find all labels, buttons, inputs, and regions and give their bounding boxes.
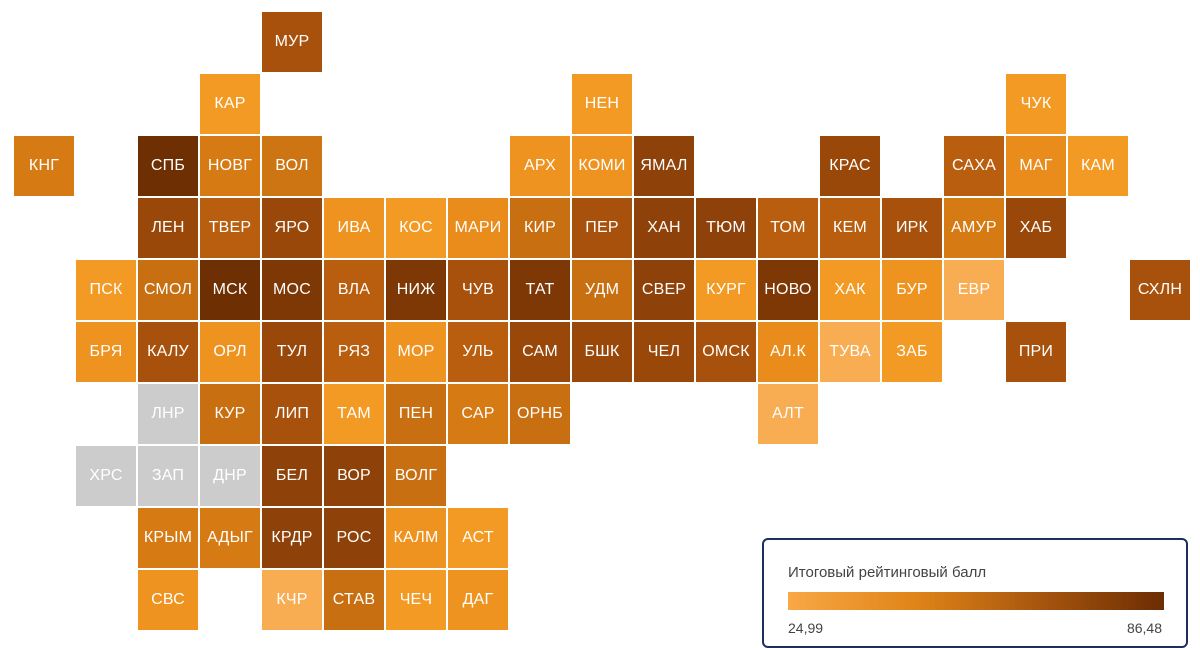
legend-max-value: 86,48: [1126, 620, 1162, 636]
region-tile-udm[interactable]: УДМ: [572, 260, 632, 320]
region-tile-amur[interactable]: АМУР: [944, 198, 1004, 258]
region-tile-kam[interactable]: КАМ: [1068, 136, 1128, 196]
region-tile-chuv[interactable]: ЧУВ: [448, 260, 508, 320]
region-tile-pri[interactable]: ПРИ: [1006, 322, 1066, 382]
region-tile-mari[interactable]: МАРИ: [448, 198, 508, 258]
region-tile-chuk[interactable]: ЧУК: [1006, 74, 1066, 134]
region-tile-smol[interactable]: СМОЛ: [138, 260, 198, 320]
region-tile-yaro[interactable]: ЯРО: [262, 198, 322, 258]
region-tile-arh[interactable]: АРХ: [510, 136, 570, 196]
region-tile-evr[interactable]: ЕВР: [944, 260, 1004, 320]
tile-grid-map: МУР КАР НЕН ЧУК КНГ СПБ НОВГ ВОЛ АРХ КОМИ ЯМАЛ КРАС…: [14, 12, 1190, 630]
region-tile-kir[interactable]: КИР: [510, 198, 570, 258]
region-tile-kar[interactable]: КАР: [200, 74, 260, 134]
region-tile-pen[interactable]: ПЕН: [386, 384, 446, 444]
region-tile-zap[interactable]: ЗАП: [138, 446, 198, 506]
region-tile-spb[interactable]: СПБ: [138, 136, 198, 196]
region-tile-chel[interactable]: ЧЕЛ: [634, 322, 694, 382]
region-tile-ros[interactable]: РОС: [324, 508, 384, 568]
region-tile-al-k[interactable]: АЛ.К: [758, 322, 818, 382]
region-tile-kras[interactable]: КРАС: [820, 136, 880, 196]
region-tile-ornb[interactable]: ОРНБ: [510, 384, 570, 444]
region-tile-ast[interactable]: АСТ: [448, 508, 508, 568]
region-tile-kem[interactable]: КЕМ: [820, 198, 880, 258]
region-tile-hak[interactable]: ХАК: [820, 260, 880, 320]
region-tile-kur[interactable]: КУР: [200, 384, 260, 444]
legend-gradient-bar: [788, 592, 1164, 610]
region-tile-tuva[interactable]: ТУВА: [820, 322, 880, 382]
region-tile-kchr[interactable]: КЧР: [262, 570, 322, 630]
region-tile-tver[interactable]: ТВЕР: [200, 198, 260, 258]
region-tile-hab[interactable]: ХАБ: [1006, 198, 1066, 258]
region-tile-tam[interactable]: ТАМ: [324, 384, 384, 444]
region-tile-mag[interactable]: МАГ: [1006, 136, 1066, 196]
region-tile-novg[interactable]: НОВГ: [200, 136, 260, 196]
region-tile-mur[interactable]: МУР: [262, 12, 322, 72]
region-tile-zab[interactable]: ЗАБ: [882, 322, 942, 382]
legend-box: Итоговый рейтинговый балл 24,99 86,48: [762, 538, 1188, 648]
region-tile-sar[interactable]: САР: [448, 384, 508, 444]
region-tile-tat[interactable]: ТАТ: [510, 260, 570, 320]
region-tile-brya[interactable]: БРЯ: [76, 322, 136, 382]
region-tile-alt[interactable]: АЛТ: [758, 384, 818, 444]
region-tile-nen[interactable]: НЕН: [572, 74, 632, 134]
legend-title: Итоговый рейтинговый балл: [788, 564, 987, 581]
region-tile-novo[interactable]: НОВО: [758, 260, 818, 320]
region-tile-svs[interactable]: СВС: [138, 570, 198, 630]
region-tile-omsk[interactable]: ОМСК: [696, 322, 756, 382]
region-tile-kalu[interactable]: КАЛУ: [138, 322, 198, 382]
region-tile-kurg[interactable]: КУРГ: [696, 260, 756, 320]
legend-min-value: 24,99: [788, 620, 824, 636]
region-tile-shln[interactable]: СХЛН: [1130, 260, 1190, 320]
region-tile-ul[interactable]: УЛЬ: [448, 322, 508, 382]
region-tile-lip[interactable]: ЛИП: [262, 384, 322, 444]
region-tile-tyum[interactable]: ТЮМ: [696, 198, 756, 258]
region-tile-volg[interactable]: ВОЛГ: [386, 446, 446, 506]
region-tile-han[interactable]: ХАН: [634, 198, 694, 258]
region-tile-bshk[interactable]: БШК: [572, 322, 632, 382]
region-tile-hrs[interactable]: ХРС: [76, 446, 136, 506]
region-tile-vor[interactable]: ВОР: [324, 446, 384, 506]
region-tile-adyg[interactable]: АДЫГ: [200, 508, 260, 568]
region-tile-mos[interactable]: МОС: [262, 260, 322, 320]
region-tile-per[interactable]: ПЕР: [572, 198, 632, 258]
region-tile-krym[interactable]: КРЫМ: [138, 508, 198, 568]
region-tile-dnr[interactable]: ДНР: [200, 446, 260, 506]
region-tile-kalm[interactable]: КАЛМ: [386, 508, 446, 568]
region-tile-msk[interactable]: МСК: [200, 260, 260, 320]
region-tile-psk[interactable]: ПСК: [76, 260, 136, 320]
region-tile-sam[interactable]: САМ: [510, 322, 570, 382]
region-tile-bel[interactable]: БЕЛ: [262, 446, 322, 506]
region-tile-mor[interactable]: МОР: [386, 322, 446, 382]
region-tile-len[interactable]: ЛЕН: [138, 198, 198, 258]
region-tile-ryaz[interactable]: РЯЗ: [324, 322, 384, 382]
region-tile-yamal[interactable]: ЯМАЛ: [634, 136, 694, 196]
region-tile-saha[interactable]: САХА: [944, 136, 1004, 196]
region-tile-dag[interactable]: ДАГ: [448, 570, 508, 630]
region-tile-nizh[interactable]: НИЖ: [386, 260, 446, 320]
region-tile-tom[interactable]: ТОМ: [758, 198, 818, 258]
region-tile-kos[interactable]: КОС: [386, 198, 446, 258]
region-tile-sver[interactable]: СВЕР: [634, 260, 694, 320]
region-tile-kng[interactable]: КНГ: [14, 136, 74, 196]
region-tile-stav[interactable]: СТАВ: [324, 570, 384, 630]
region-tile-chech[interactable]: ЧЕЧ: [386, 570, 446, 630]
region-tile-iva[interactable]: ИВА: [324, 198, 384, 258]
region-tile-orl[interactable]: ОРЛ: [200, 322, 260, 382]
region-tile-lnr[interactable]: ЛНР: [138, 384, 198, 444]
region-tile-krdr[interactable]: КРДР: [262, 508, 322, 568]
region-tile-irk[interactable]: ИРК: [882, 198, 942, 258]
region-tile-vla[interactable]: ВЛА: [324, 260, 384, 320]
region-tile-tul[interactable]: ТУЛ: [262, 322, 322, 382]
region-tile-komi[interactable]: КОМИ: [572, 136, 632, 196]
region-tile-bur[interactable]: БУР: [882, 260, 942, 320]
region-tile-vol[interactable]: ВОЛ: [262, 136, 322, 196]
